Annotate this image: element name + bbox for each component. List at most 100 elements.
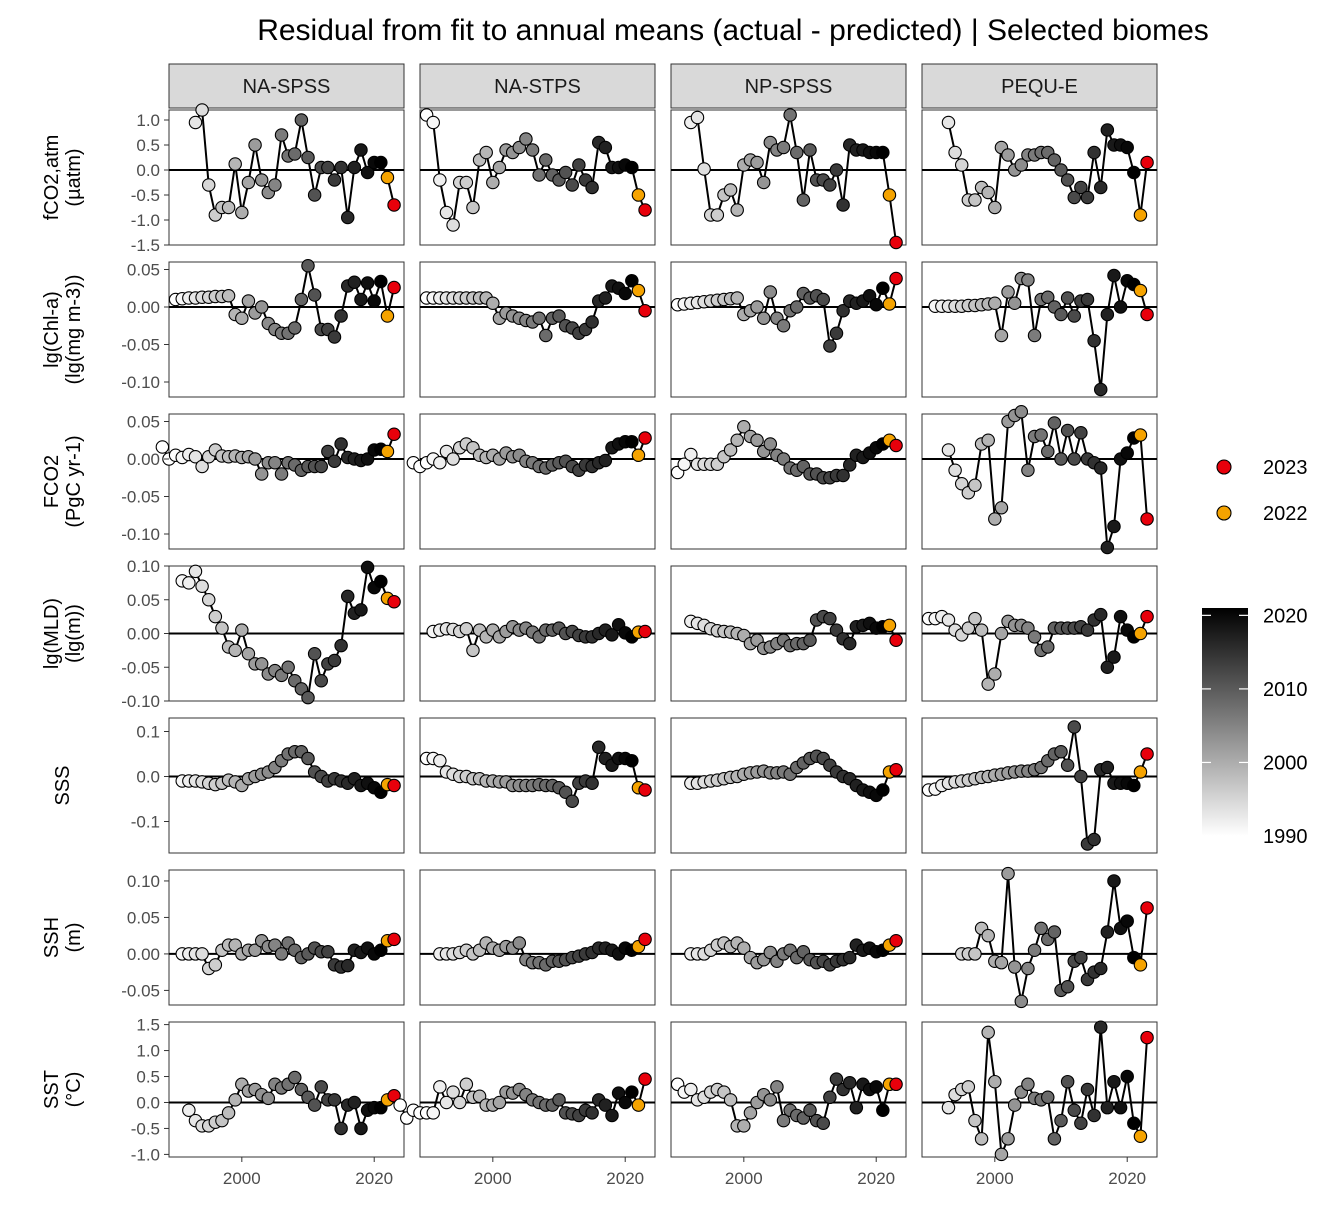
data-point-2006 [274,467,289,481]
facet-strip-na-spss: NA-SPSS [168,63,405,109]
data-point-2018 [354,603,368,617]
legend-label: 2023 [1263,457,1308,479]
data-point-1998 [221,1106,236,1120]
data-point-2011 [1060,173,1075,187]
facet-strip-np-spss: NP-SPSS [670,63,907,109]
data-point-2004 [763,1093,778,1107]
data-point-2004 [512,936,527,950]
data-point-2000 [988,512,1002,526]
data-point-2001 [994,500,1009,515]
data-point-2013 [1074,950,1088,965]
facet-strip-pequ-e: PEQU-E [921,63,1158,109]
data-point-2002 [248,943,262,958]
data-point-2000 [988,1074,1002,1089]
data-point-2013 [321,944,335,959]
data-point-2004 [261,1091,276,1106]
data-point-2004 [763,437,778,451]
data-point-2010 [1054,1113,1068,1128]
data-point-1994 [446,1085,460,1099]
y-tick-label: 0.5 [136,136,160,155]
facet-strips: NA-SPSS NA-STPS NP-SPSS PEQU-E [168,63,1158,109]
y-tick-label: 0.05 [127,591,160,610]
facet-strip-label: NP-SPSS [745,76,833,98]
data-point-2022 [882,188,897,202]
data-point-1997 [968,611,982,626]
y-axis-title-line: (°C) [63,1072,85,1108]
data-point-2012 [1067,452,1082,466]
y-tick-label: 0.10 [127,872,160,891]
data-point-2021 [374,155,388,170]
data-point-2014 [1080,1082,1095,1097]
data-point-2017 [1100,660,1115,674]
x-tick-label: 2020 [857,1169,895,1188]
panel-border [921,109,1158,246]
panel-na-stps-fco2atm [419,108,656,246]
panel-na-spss-chla [168,258,405,398]
legend-item-2023: 2023 [1216,457,1308,479]
y-tick-label: -1.5 [131,236,160,255]
data-point-2005 [268,178,282,192]
data-point-1996 [710,208,725,222]
y-tick-label: -0.5 [131,1119,160,1138]
data-point-2008 [288,1070,302,1085]
data-point-2000 [988,667,1002,681]
facet-panels [155,103,1158,1162]
y-tick-label: 0.00 [127,625,160,644]
data-point-2022 [1133,428,1148,442]
data-point-2006 [274,947,289,961]
data-point-2021 [1127,1116,1141,1131]
data-point-1995 [954,476,969,491]
data-point-2007 [1034,921,1048,936]
data-point-2018 [1107,519,1121,534]
data-point-2012 [816,1116,830,1131]
data-point-2011 [558,165,573,180]
y-tick-label: -1.0 [131,1145,160,1164]
data-point-2010 [301,690,315,705]
data-point-2015 [836,198,850,212]
data-point-2009 [1047,416,1062,430]
data-point-2000 [486,175,500,190]
data-point-2023 [1140,155,1154,170]
data-point-2023 [889,633,903,647]
data-point-2011 [307,646,322,661]
data-point-1998 [723,183,738,197]
data-point-2006 [1027,630,1042,644]
data-point-1995 [954,158,969,172]
data-point-1992 [433,455,447,470]
data-point-2011 [1060,423,1075,438]
data-point-2022 [1133,626,1148,641]
y-axis-title-line: lg(MLD) [41,598,63,669]
data-point-2003 [1007,1098,1022,1112]
data-point-1994 [446,218,460,232]
data-point-2008 [1041,1090,1055,1105]
y-tick-label: 0.10 [127,557,160,576]
data-point-2006 [1027,943,1042,958]
data-point-2017 [598,291,613,305]
data-point-2018 [354,143,368,157]
data-point-2007 [532,168,546,182]
y-axis-mld: 0.10 0.05 0.00 -0.05 -0.10 [121,557,169,711]
data-point-2003 [254,467,269,481]
data-point-2001 [994,626,1009,641]
data-point-2014 [327,173,342,187]
panel-border [419,869,656,1006]
data-point-2010 [803,1103,817,1118]
y-tick-label: -0.5 [131,186,160,205]
data-point-2019 [360,452,375,466]
data-point-2003 [254,657,269,671]
data-point-2015 [585,315,599,329]
y-tick-label: 0.0 [136,161,160,180]
data-point-2023 [638,203,652,217]
legend-key [1216,459,1232,475]
data-point-2010 [1054,452,1068,466]
y-tick-label: 1.0 [136,1042,160,1061]
y-tick-label: 0.00 [127,450,160,469]
data-point-2020 [1120,1069,1134,1084]
panel-border [670,413,907,550]
x-axis-na-stps: 2000 2020 [474,1157,644,1188]
data-point-2013 [1074,425,1088,440]
y-axis-title-line: fCO2,atm [41,135,63,221]
y-tick-label: -0.05 [121,658,160,677]
data-point-2003 [254,173,269,187]
data-point-2019 [862,288,877,303]
